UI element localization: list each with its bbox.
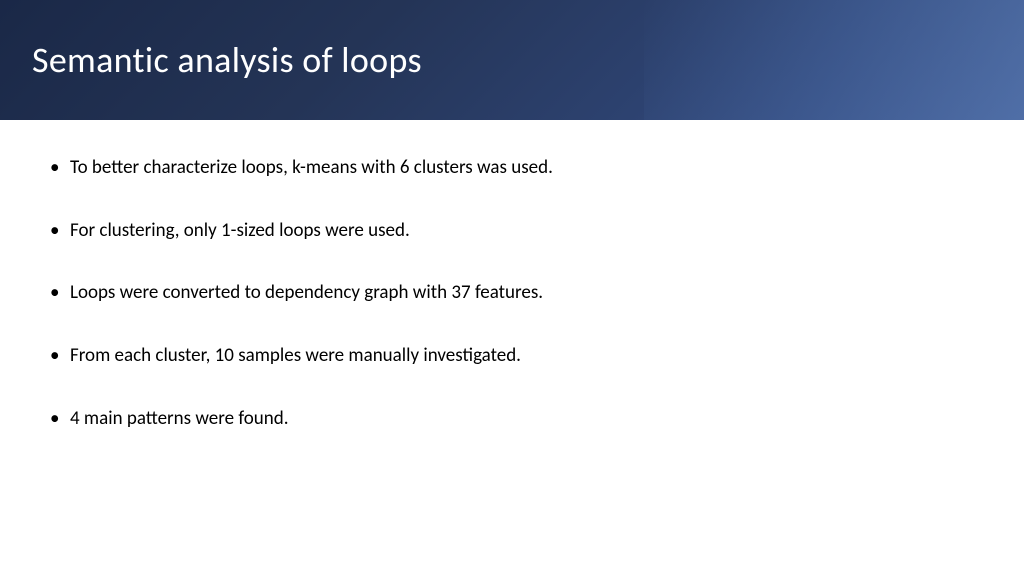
- bullet-item: To better characterize loops, k-means wi…: [48, 156, 976, 181]
- bullet-item: From each cluster, 10 samples were manua…: [48, 344, 976, 369]
- bullet-item: 4 main patterns were found.: [48, 407, 976, 432]
- slide-title: Semantic analysis of loops: [32, 38, 422, 82]
- bullet-item: For clustering, only 1-sized loops were …: [48, 219, 976, 244]
- slide-content: To better characterize loops, k-means wi…: [0, 120, 1024, 505]
- slide-header: Semantic analysis of loops: [0, 0, 1024, 120]
- bullet-item: Loops were converted to dependency graph…: [48, 281, 976, 306]
- bullet-list: To better characterize loops, k-means wi…: [48, 156, 976, 431]
